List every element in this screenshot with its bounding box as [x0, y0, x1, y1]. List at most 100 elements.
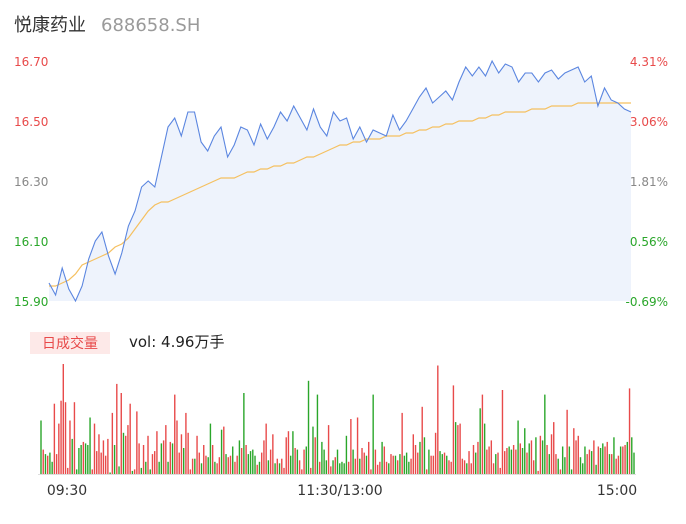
volume-bar — [481, 394, 484, 474]
volume-bar — [370, 469, 372, 474]
volume-bar — [512, 445, 515, 474]
volume-bar — [532, 460, 535, 475]
volume-bar — [82, 441, 85, 474]
volume-bar — [229, 455, 232, 474]
volume-bar — [347, 461, 350, 474]
volume-bar — [220, 429, 223, 474]
volume-bar — [470, 463, 472, 474]
volume-bar — [374, 449, 377, 474]
x-tick: 09:30 — [47, 483, 87, 499]
volume-bar — [548, 454, 550, 474]
volume-bar — [461, 458, 464, 474]
volume-bar — [189, 469, 192, 474]
volume-bar — [392, 455, 394, 474]
volume-bar — [588, 449, 591, 474]
volume-bar — [292, 431, 294, 474]
volume-bar — [537, 470, 539, 474]
volume-bar — [287, 431, 290, 474]
volume-bar — [118, 466, 120, 474]
volume-bar — [359, 458, 361, 474]
volume-bar — [167, 461, 169, 474]
volume-bar — [178, 452, 180, 474]
volume-bar — [84, 443, 87, 474]
volume-bar — [185, 412, 187, 474]
x-tick: 15:00 — [597, 483, 637, 499]
volume-bar — [361, 448, 363, 474]
volume-bar — [336, 449, 339, 474]
volume-bar — [452, 385, 455, 474]
volume-bar — [58, 423, 60, 474]
volume-bar — [325, 460, 328, 475]
volume-bar — [499, 467, 501, 474]
volume-bar — [385, 461, 388, 474]
volume-bar — [599, 448, 602, 474]
avg-price-line — [49, 102, 631, 287]
volume-bar — [71, 438, 73, 474]
volume-bar — [234, 461, 236, 474]
volume-bar — [312, 426, 314, 474]
volume-bar — [613, 437, 615, 474]
volume-bar — [180, 434, 183, 474]
volume-bar — [425, 469, 428, 474]
volume-bar — [93, 423, 96, 474]
volume-bar — [593, 440, 595, 474]
volume-bar — [622, 446, 624, 474]
volume-bar — [327, 425, 330, 474]
volume-bar — [430, 455, 432, 474]
volume-bar — [122, 432, 125, 475]
volume-bar — [459, 423, 461, 474]
volume-bar — [497, 452, 499, 474]
volume-bar — [410, 458, 412, 474]
volume-bar — [316, 394, 319, 474]
volume-bar — [624, 445, 626, 474]
volume-bar — [602, 443, 604, 474]
volume-bar — [323, 449, 325, 474]
volume-bar — [541, 440, 544, 474]
volume-bar — [345, 435, 348, 474]
volume-bar — [412, 434, 414, 474]
volume-bar — [508, 446, 510, 474]
volume-bar — [281, 458, 283, 474]
volume-bar — [200, 463, 203, 474]
volume-bar — [555, 454, 557, 474]
volume-bar — [176, 420, 178, 474]
volume-bar — [120, 393, 122, 474]
volume-bar — [191, 458, 194, 474]
volume-bar — [209, 423, 212, 474]
price-area-fill — [49, 61, 631, 301]
volume-bar — [145, 461, 147, 474]
volume-bar — [169, 441, 171, 474]
volume-bar — [272, 434, 274, 474]
y-tick-right: 3.06% — [630, 115, 668, 129]
volume-bar — [577, 435, 579, 474]
volume-bar — [198, 452, 200, 474]
volume-bar — [187, 432, 189, 475]
volume-bar — [535, 437, 537, 474]
y-tick-left: 16.50 — [14, 115, 48, 129]
volume-bar — [492, 463, 495, 474]
volume-bar — [196, 435, 198, 474]
volume-bar — [419, 441, 421, 474]
volume-bar — [232, 446, 234, 474]
volume-bar — [343, 463, 345, 474]
volume-bar — [341, 461, 343, 474]
volume-tag: 日成交量 — [42, 335, 98, 352]
volume-bar — [238, 440, 241, 474]
volume-bar — [111, 412, 114, 474]
volume-bar — [450, 461, 452, 474]
volume-bar — [276, 458, 279, 474]
volume-bar — [633, 452, 635, 474]
volume-bar — [350, 419, 352, 474]
volume-bar — [490, 440, 493, 474]
volume-bar — [274, 463, 276, 474]
volume-bar — [421, 406, 423, 474]
volume-bar — [40, 420, 42, 474]
volume-bar — [550, 434, 553, 474]
volume-bar — [414, 445, 417, 474]
volume-bar — [294, 448, 296, 474]
volume-bar — [89, 417, 91, 474]
volume-bar — [568, 446, 571, 474]
volume-bar — [390, 454, 392, 474]
volume-bar — [606, 441, 608, 474]
